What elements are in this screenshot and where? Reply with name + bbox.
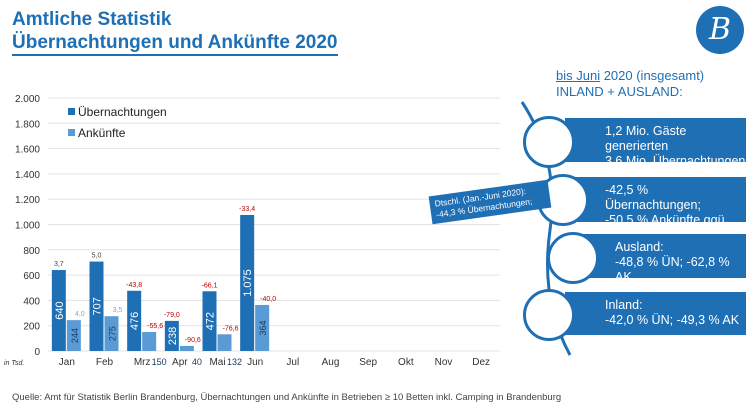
bar [255,304,270,351]
change-label: -55,6 [147,323,163,330]
bar-value-label: 40 [192,357,202,367]
bar-value-label: 364 [258,320,268,335]
bar [66,320,81,351]
bar [142,332,157,351]
x-tick-label: Mai [209,357,225,368]
title-line2: Übernachtungen und Ankünfte 2020 [12,31,338,56]
y-tick-label: 800 [23,246,40,257]
bar-value-label: 132 [227,357,242,367]
x-tick-label: Feb [96,357,114,368]
change-label: -90,6 [185,337,201,344]
x-tick-label: Jun [247,357,263,368]
y-tick-label: 1.400 [15,170,40,181]
change-label: -66,1 [202,282,218,289]
change-label: 4,0 [75,311,85,318]
bar-value-label: 707 [92,297,104,315]
bar-value-label: 476 [129,312,141,330]
page-title: Amtliche Statistik Übernachtungen und An… [12,8,338,56]
stat-row-inland: Inland: -42,0 % ÜN; -49,3 % AK [565,292,746,335]
x-tick-label: Okt [398,357,414,368]
bar-value-label: 1.075 [242,269,254,297]
y-tick-label: 600 [23,271,40,282]
heading-line2: INLAND + AUSLAND: [556,84,683,99]
bar [51,270,66,351]
bar-value-label: 472 [205,312,217,330]
x-tick-label: Aug [322,357,340,368]
heading-underlined: bis Juni [556,68,601,83]
bar [89,261,104,351]
y-tick-label: 1.000 [15,221,40,232]
heading-rest: 2020 (insgesamt) [600,68,705,83]
bar-value-label: 275 [108,326,118,341]
row-text: -42,0 % ÜN; -49,3 % AK [605,313,740,327]
bar-value-label: 238 [167,327,179,345]
circle-marker [523,289,575,341]
title-line1: Amtliche Statistik [12,9,172,30]
change-label: -43,8 [126,282,142,289]
bar [127,290,142,351]
row-text: 1,2 Mio. Gäste generierten [605,124,687,153]
x-tick-label: Nov [435,357,453,368]
stat-row-change: -42,5 % Übernachtungen; -50,5 % Ankünfte … [565,177,746,242]
row-text: -42,5 % Übernachtungen; [605,183,701,212]
y-tick-label: 0 [34,347,40,358]
y-tick-label: 2.000 [15,94,40,105]
y-tick-label: 1.600 [15,145,40,156]
circle-marker [523,116,575,168]
change-label: -40,0 [260,296,276,303]
x-tick-label: Sep [359,357,377,368]
bar [217,334,232,351]
bar-value-label: 244 [70,328,80,343]
stat-row-total: 1,2 Mio. Gäste generierten 3,6 Mio. Übern… [565,118,746,168]
change-label: -79,0 [164,312,180,319]
y-tick-label: 1.200 [15,195,40,206]
bar-value-label: 150 [152,357,167,367]
change-label: 3,7 [54,261,64,268]
change-label: 3,5 [113,307,123,314]
row-text: Ausland: [615,240,664,254]
x-tick-label: Jan [59,357,75,368]
bar-value-label: 640 [54,301,66,319]
x-tick-label: Mrz [134,357,151,368]
x-tick-label: Jul [286,357,299,368]
bar [240,215,255,351]
bar [202,291,217,351]
legend-label: Übernachtungen [78,105,167,119]
change-label: 5,0 [92,253,102,260]
x-tick-label: Dez [472,357,490,368]
row-text: 3,6 Mio. Übernachtungen [605,154,746,168]
circle-marker [547,232,599,284]
panel-heading: bis Juni 2020 (insgesamt) INLAND + AUSLA… [556,68,704,100]
bar [179,345,194,351]
y-tick-label: 200 [23,322,40,333]
row-text: -48,8 % ÜN; -62,8 % AK [615,255,730,284]
legend-label: Ankünfte [78,126,126,140]
row-text: Inland: [605,298,643,312]
bar [104,316,119,351]
unit-label: in Tsd. [4,360,24,367]
y-tick-label: 400 [23,296,40,307]
y-tick-label: 1.800 [15,119,40,130]
change-label: -76,6 [223,325,239,332]
legend-swatch [68,108,75,115]
x-tick-label: Apr [172,357,188,368]
bar [164,320,179,351]
change-label: -33,4 [239,206,255,213]
bar-chart: 0 200 400 600 800 1.000 1.200 1.400 1.600 1.800 2.… [4,94,500,368]
logo: B [696,6,744,54]
legend-swatch [68,129,75,136]
source-note: Quelle: Amt für Statistik Berlin Branden… [12,392,562,403]
